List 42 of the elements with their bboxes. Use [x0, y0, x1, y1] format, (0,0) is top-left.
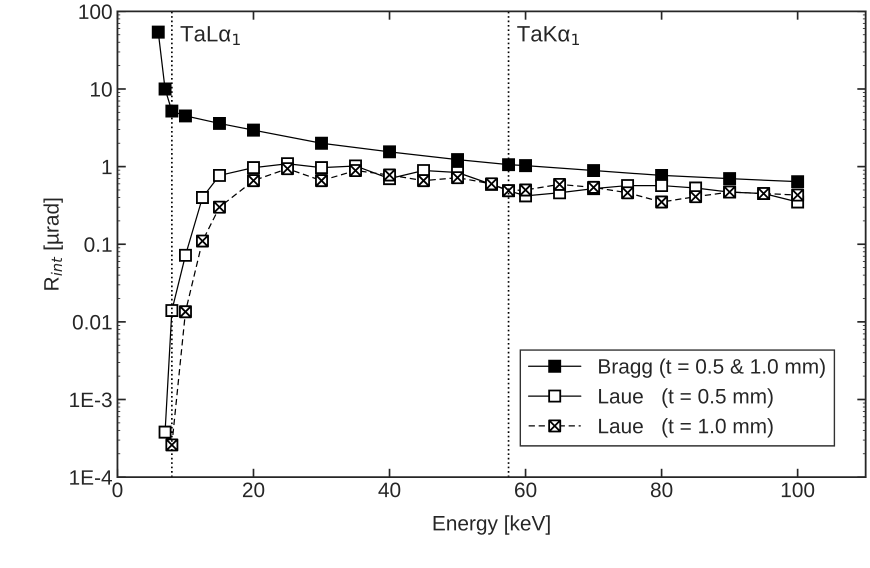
y-tick-label: 0.01 — [72, 314, 112, 330]
point — [723, 172, 736, 186]
x-tick-label: 20 — [242, 482, 264, 498]
legend-label: Bragg (t = 0.5 & 1.0 mm) — [599, 358, 825, 378]
point — [502, 158, 516, 172]
y-axis-title: R$_{int}$ [µrad] — [43, 198, 63, 290]
point — [247, 161, 260, 174]
x-tick-label: 0 — [112, 482, 122, 498]
point — [179, 248, 192, 262]
x-tick-label: 40 — [378, 482, 400, 498]
point — [165, 304, 178, 317]
x-tick-label: 80 — [650, 482, 672, 498]
y-tick-label: 100 — [79, 4, 112, 20]
point — [152, 26, 165, 39]
point — [179, 109, 192, 122]
point — [315, 161, 328, 174]
legend-label: Laue (t = 1.0 mm) — [599, 418, 773, 438]
y-tick-label: 0.1 — [84, 237, 112, 252]
legend-label: Laue (t = 0.5 mm) — [599, 388, 773, 408]
ref-line-label: TaLα$_{1}$ — [180, 26, 240, 46]
point — [158, 82, 172, 96]
x-tick-label: 100 — [782, 482, 814, 498]
y-tick-label: 1 — [102, 160, 112, 174]
y-tick-label: 1E-4 — [70, 470, 112, 485]
point — [655, 179, 668, 192]
point — [213, 116, 226, 130]
point — [196, 191, 209, 204]
x-tick-label: 60 — [515, 482, 536, 498]
point — [383, 145, 396, 158]
x-axis-title: Energy [keV] — [434, 515, 550, 535]
point — [165, 104, 178, 118]
point — [315, 136, 328, 150]
y-tick-label: 1E-3 — [70, 392, 112, 408]
point — [247, 124, 260, 137]
ref-line-label: TaKα$_{1}$ — [517, 26, 579, 46]
y-tick-label: 10 — [91, 82, 112, 97]
point — [791, 175, 804, 188]
point — [213, 168, 226, 182]
point — [519, 159, 532, 172]
point — [451, 153, 464, 166]
point — [158, 426, 172, 439]
point — [587, 164, 600, 177]
